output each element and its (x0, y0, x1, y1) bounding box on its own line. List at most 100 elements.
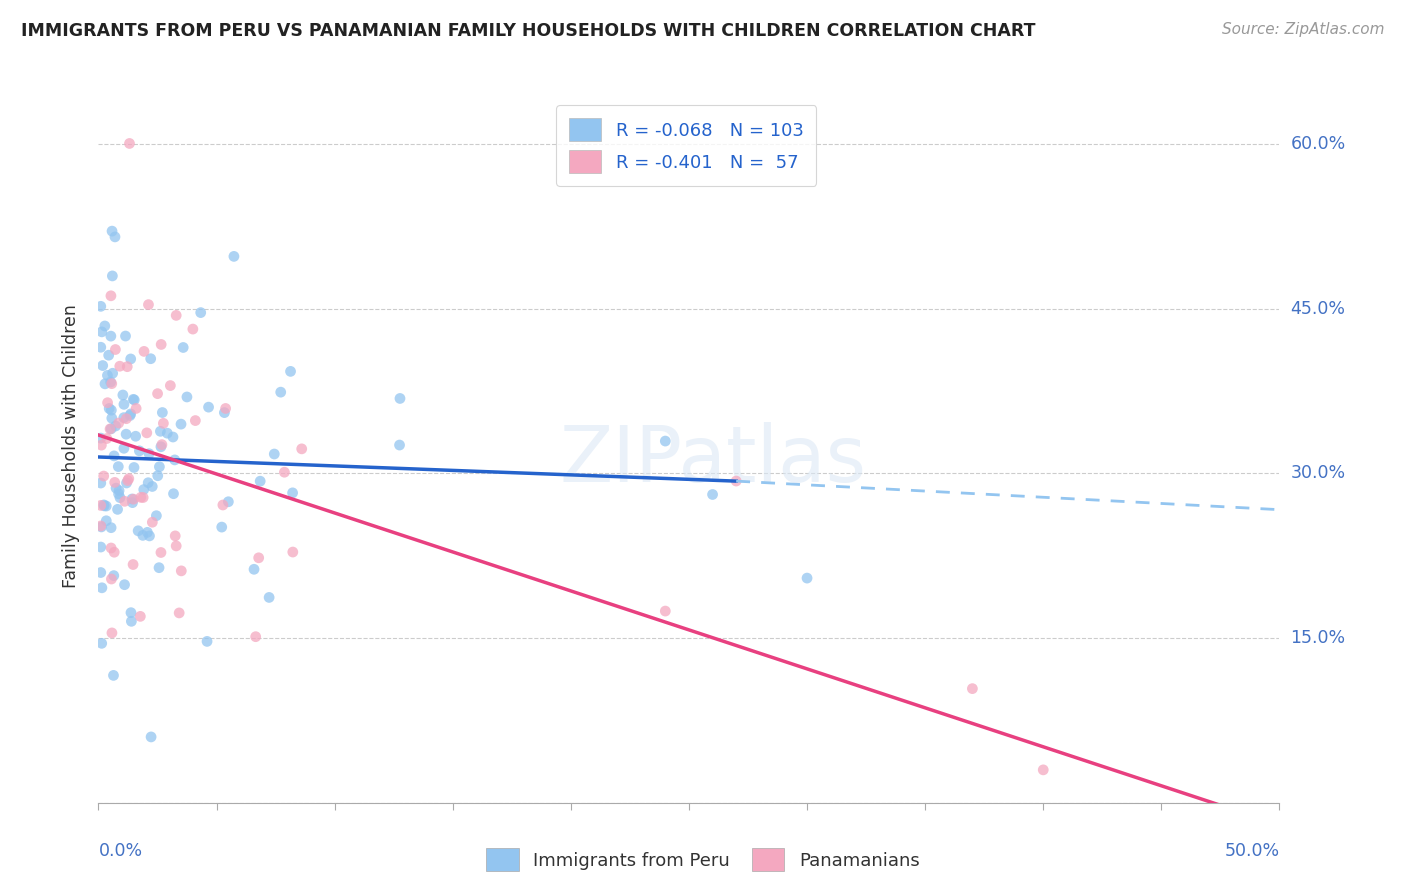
Point (111, 388, 134, 402)
Point (94, 376, 117, 391)
Point (159, 378, 181, 392)
Point (94, 318, 117, 333)
Point (117, 474, 139, 488)
Point (101, 411, 124, 425)
Text: 60.0%: 60.0% (1291, 135, 1346, 153)
Point (212, 498, 235, 512)
Point (114, 577, 136, 591)
Point (124, 392, 146, 407)
Point (388, 392, 411, 406)
Point (132, 528, 155, 542)
Point (100, 289, 122, 303)
Point (96, 499, 118, 513)
Point (176, 390, 198, 404)
Point (108, 483, 131, 498)
Point (281, 545, 304, 559)
Text: ZIPatlas: ZIPatlas (560, 422, 866, 499)
Point (247, 550, 270, 565)
Point (150, 405, 173, 419)
Point (100, 403, 122, 417)
Point (122, 392, 145, 407)
Point (148, 459, 170, 474)
Point (105, 481, 128, 495)
Point (145, 508, 167, 523)
Point (103, 545, 125, 559)
Point (108, 491, 131, 505)
Point (120, 351, 142, 366)
Point (654, 434, 676, 448)
Point (245, 630, 267, 644)
Point (90, 340, 112, 354)
Point (263, 447, 285, 461)
Point (112, 397, 135, 411)
Point (222, 249, 245, 263)
Point (114, 494, 136, 508)
Point (117, 359, 139, 374)
Point (90, 431, 112, 445)
Point (388, 438, 411, 452)
Point (135, 425, 157, 440)
Legend: R = -0.068   N = 103, R = -0.401   N =  57: R = -0.068 N = 103, R = -0.401 N = 57 (557, 105, 817, 186)
Point (90, 519, 112, 533)
Text: 45.0%: 45.0% (1291, 300, 1346, 318)
Point (139, 351, 162, 366)
Point (129, 491, 152, 505)
Point (1032, 763, 1054, 777)
Point (90, 636, 112, 650)
Point (107, 487, 129, 501)
Point (96, 432, 118, 446)
Point (96, 368, 118, 383)
Point (163, 453, 186, 467)
Point (172, 341, 194, 355)
Point (136, 475, 159, 490)
Point (122, 460, 145, 475)
Point (243, 562, 266, 576)
Point (162, 486, 184, 500)
Point (249, 474, 271, 488)
Point (138, 447, 160, 461)
Point (120, 615, 142, 629)
Point (150, 337, 173, 351)
Point (132, 344, 155, 359)
Text: IMMIGRANTS FROM PERU VS PANAMANIAN FAMILY HOUSEHOLDS WITH CHILDREN CORRELATION C: IMMIGRANTS FROM PERU VS PANAMANIAN FAMIL… (21, 22, 1036, 40)
Point (725, 474, 748, 488)
Point (115, 411, 138, 425)
Point (100, 521, 122, 535)
Point (122, 558, 145, 572)
Text: 50.0%: 50.0% (1225, 842, 1279, 860)
Point (93, 499, 115, 513)
Point (90, 476, 112, 491)
Point (146, 468, 169, 483)
Point (138, 529, 160, 543)
Point (100, 422, 122, 436)
Point (100, 376, 122, 391)
Point (101, 366, 124, 380)
Point (100, 329, 122, 343)
Point (104, 419, 127, 434)
Point (281, 486, 304, 500)
Point (170, 564, 193, 578)
Point (141, 515, 163, 529)
Point (98, 422, 121, 436)
Text: Source: ZipAtlas.com: Source: ZipAtlas.com (1222, 22, 1385, 37)
Point (115, 427, 138, 442)
Point (107, 459, 129, 474)
Point (150, 437, 173, 451)
Point (121, 491, 143, 506)
Point (152, 417, 174, 431)
Point (170, 417, 193, 431)
Point (148, 560, 170, 574)
Point (112, 442, 135, 456)
Point (124, 429, 146, 443)
Point (90, 438, 112, 452)
Point (217, 495, 239, 509)
Point (167, 606, 190, 620)
Point (962, 681, 984, 696)
Point (90, 299, 112, 313)
Point (280, 364, 302, 378)
Point (91, 359, 114, 373)
Point (98, 401, 121, 416)
Point (138, 298, 160, 312)
Point (90, 540, 112, 554)
Point (181, 322, 204, 336)
